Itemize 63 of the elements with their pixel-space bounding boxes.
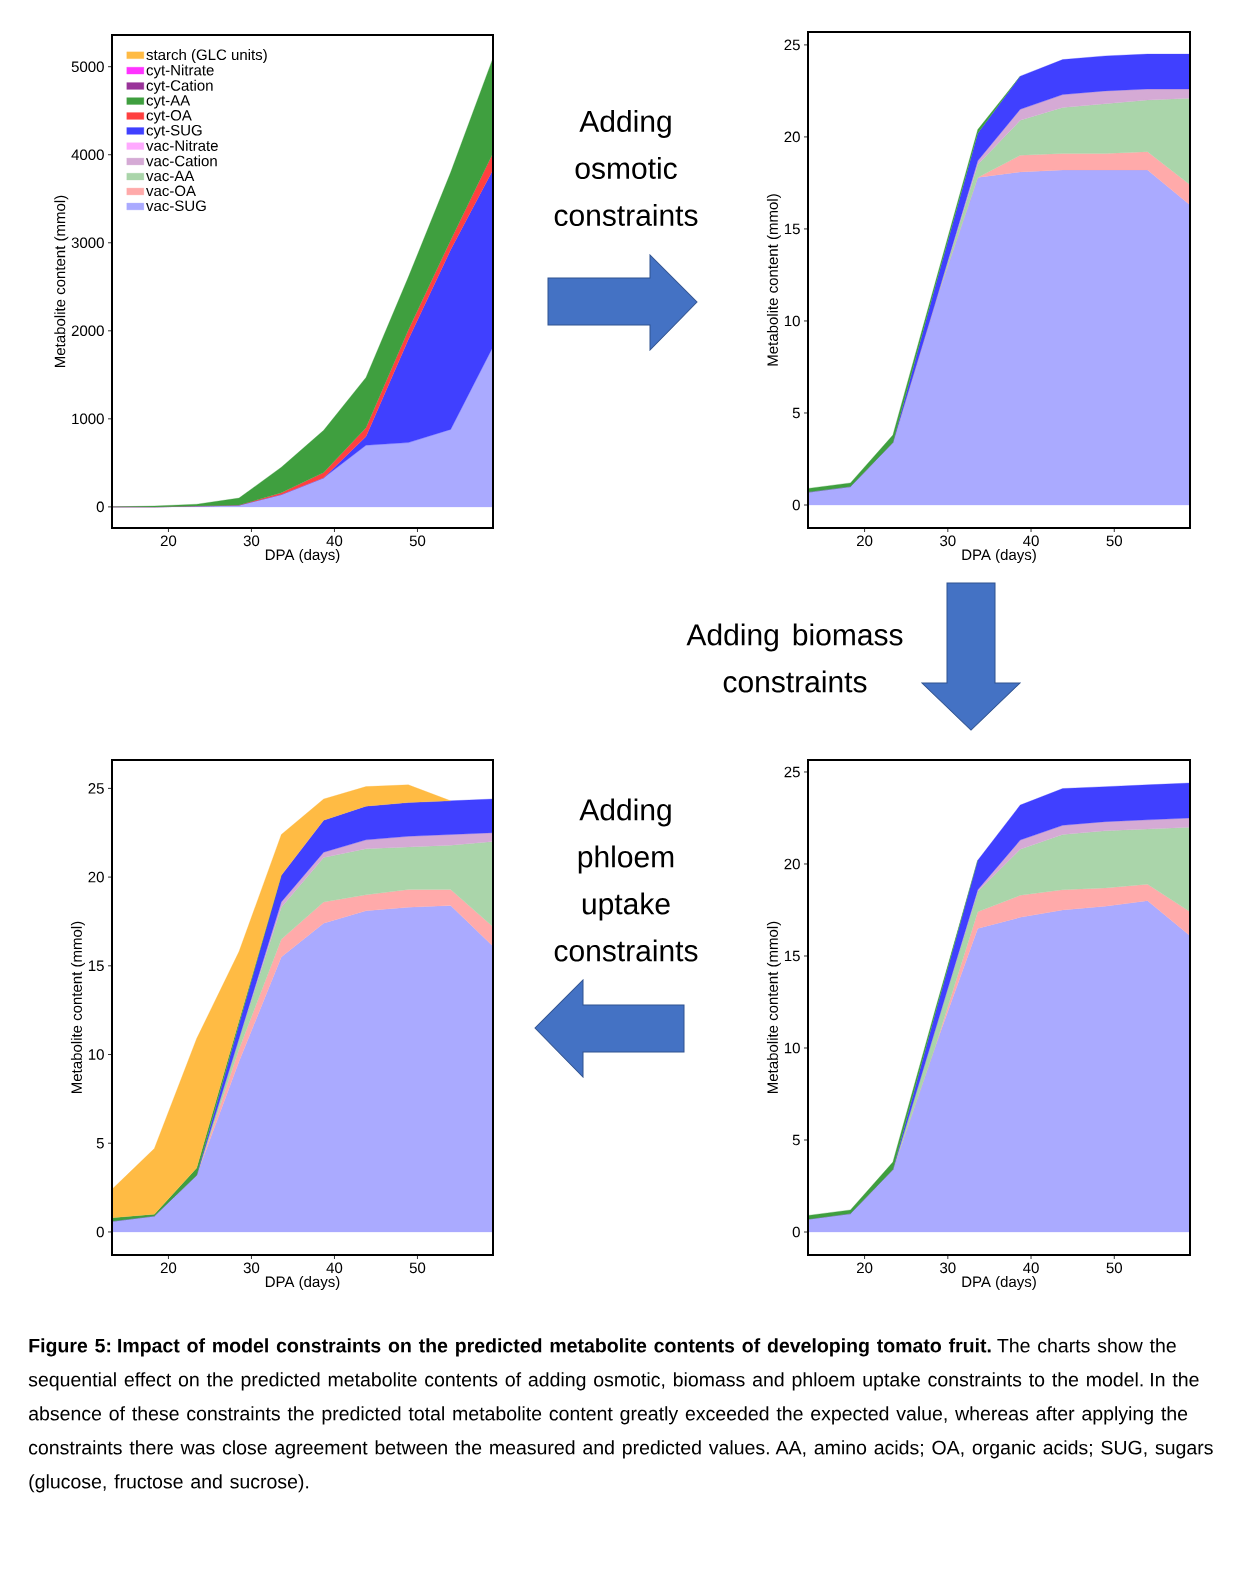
x-tick-label: 50 — [409, 535, 426, 547]
y-tick-label: 10 — [784, 315, 800, 327]
y-tick-label: 25 — [88, 783, 104, 794]
y-tick-label: 10 — [784, 1042, 800, 1054]
legend-label: cyt-Cation — [146, 79, 213, 94]
legend-label: cyt-OA — [146, 109, 192, 124]
y-tick-label: 15 — [88, 960, 104, 972]
y-tick-label: 4000 — [71, 149, 104, 161]
y-tick-label: 20 — [88, 871, 104, 883]
legend-label: vac-Nitrate — [146, 139, 218, 151]
x-tick-label: 30 — [243, 535, 260, 547]
y-tick-label: 0 — [792, 1226, 800, 1238]
legend-label: vac-OA — [146, 185, 196, 197]
y-tick-label: 3000 — [71, 237, 104, 249]
x-axis-title: DPA (days) — [962, 549, 1036, 563]
y-axis-title: Metabolite content (mmol) — [766, 921, 781, 1093]
text: Adding phloem uptake constraints — [554, 798, 698, 962]
y-tick-label: 5000 — [71, 61, 104, 72]
x-tick-label: 50 — [1106, 1262, 1123, 1274]
legend-label: cyt-Nitrate — [146, 64, 214, 79]
y-tick-label: 5 — [96, 1138, 104, 1149]
legend-label: starch (GLC units) — [146, 49, 267, 64]
text: Figure 5: Impact of model constraints on the predicted metabolite contents of developing tomato fruit. The charts show the sequential effect on the predicted metabolite contents of adding osmotic, biomass and phloem uptake constraints to the model. In the absence of these constraints the predicted total metabolite content greatly exceeded the expected value, whereas after applying the constraints there was close agreement between the measured and predicted values. AA, amino acids; OA, organic acids; SUG, sugars (glucose, fructose and sucrose). — [28, 1338, 1213, 1493]
x-tick-label: 30 — [940, 535, 956, 547]
y-tick-label: 5 — [792, 1134, 800, 1146]
x-tick-label: 30 — [940, 1262, 956, 1274]
legend-label: cyt-AA — [146, 95, 191, 109]
y-tick-label: 0 — [792, 499, 800, 511]
x-tick-label: 30 — [243, 1262, 260, 1274]
x-tick-label: 40 — [326, 1262, 343, 1274]
y-tick-label: 0 — [96, 501, 104, 513]
y-tick-label: 15 — [784, 223, 800, 235]
x-tick-label: 20 — [160, 1262, 177, 1274]
x-tick-label: 20 — [857, 1262, 873, 1274]
y-tick-label: 20 — [784, 858, 800, 870]
x-tick-label: 50 — [1106, 535, 1123, 547]
y-tick-label: 25 — [784, 39, 800, 51]
x-tick-label: 40 — [1023, 1262, 1039, 1274]
y-tick-label: 20 — [784, 131, 800, 143]
legend-label: cyt-SUG — [146, 124, 202, 139]
x-axis-title: DPA (days) — [962, 1276, 1036, 1290]
legend-label: vac-Cation — [146, 155, 217, 167]
y-tick-label: 10 — [88, 1049, 104, 1060]
text: Adding osmotic constraints — [554, 109, 698, 227]
y-tick-label: 1000 — [72, 413, 104, 425]
x-axis-title: DPA (days) — [265, 1276, 340, 1290]
text: Adding biomass constraints — [686, 623, 903, 693]
x-tick-label: 50 — [409, 1262, 426, 1274]
y-axis-title: Metabolite content (mmol) — [766, 194, 781, 366]
x-axis-title: DPA (days) — [265, 549, 340, 563]
y-axis-title: Metabolite content (mmol) — [70, 921, 85, 1093]
y-tick-label: 0 — [96, 1226, 104, 1238]
y-tick-label: 25 — [784, 766, 800, 778]
legend-label: vac-SUG — [146, 200, 206, 212]
y-tick-label: 15 — [784, 950, 800, 962]
y-tick-label: 2000 — [71, 325, 104, 337]
x-tick-label: 40 — [326, 535, 343, 547]
legend-label: vac-AA — [146, 170, 195, 182]
x-tick-label: 40 — [1023, 535, 1039, 547]
y-axis-title: Metabolite content (mmol) — [54, 195, 69, 367]
x-tick-label: 20 — [857, 535, 873, 547]
x-tick-label: 20 — [160, 535, 177, 547]
y-tick-label: 5 — [792, 407, 800, 419]
